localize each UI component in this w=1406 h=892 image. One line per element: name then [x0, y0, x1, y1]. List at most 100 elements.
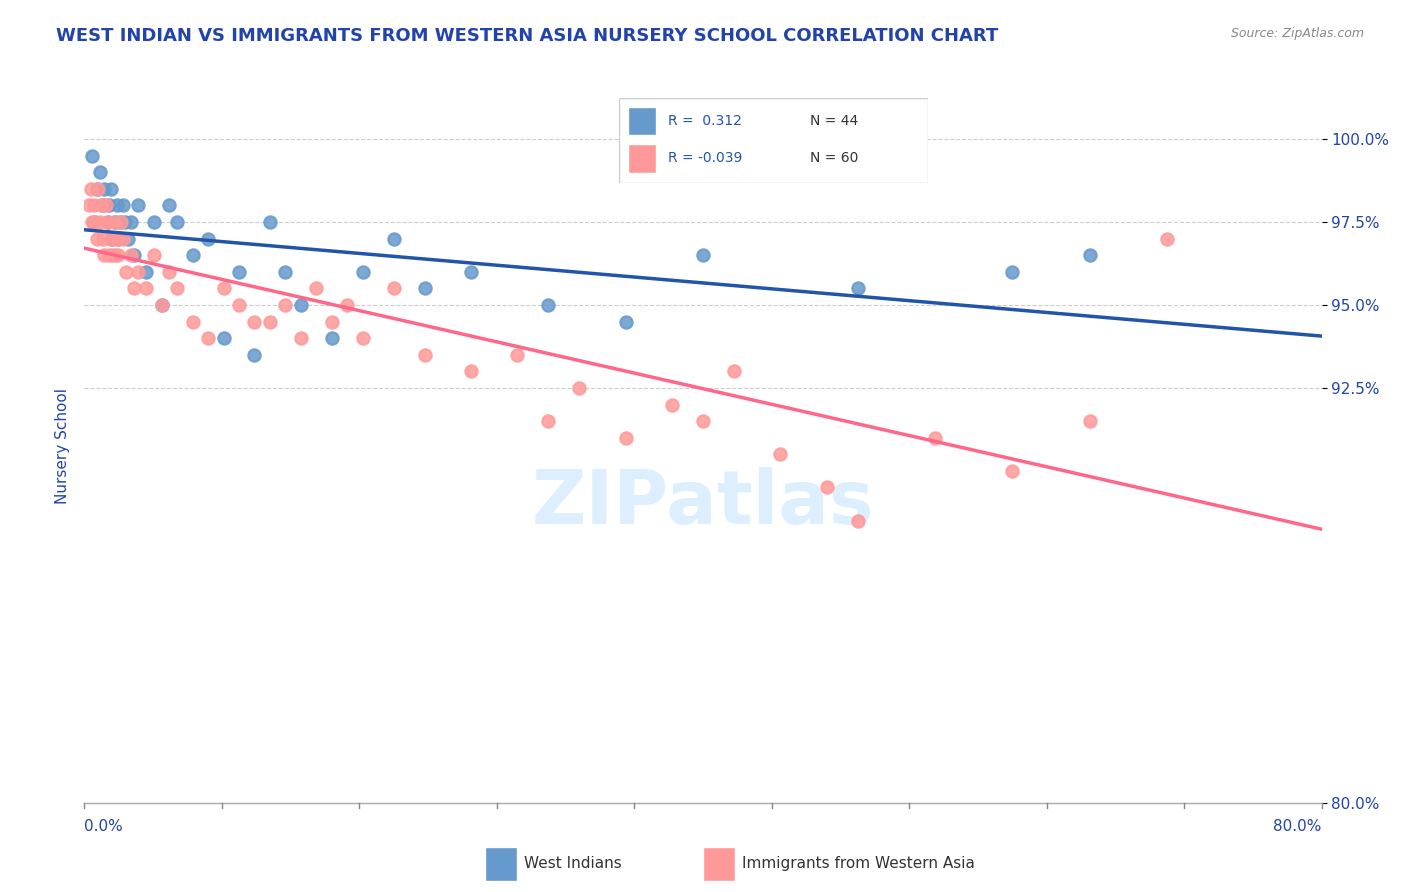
Point — [243, 348, 266, 362]
Point — [103, 215, 125, 229]
Point — [243, 314, 266, 328]
Point — [82, 148, 104, 162]
Point — [96, 215, 118, 229]
Text: R = -0.039: R = -0.039 — [668, 152, 742, 165]
Point — [83, 215, 105, 229]
Point — [79, 182, 101, 196]
Text: R =  0.312: R = 0.312 — [668, 114, 742, 128]
Point — [94, 198, 117, 212]
Point — [723, 364, 745, 378]
Point — [127, 265, 149, 279]
Point — [107, 231, 129, 245]
Point — [84, 215, 107, 229]
Point — [413, 281, 436, 295]
Point — [122, 281, 145, 295]
Point — [86, 182, 108, 196]
Point — [150, 298, 173, 312]
Point — [305, 281, 328, 295]
Text: 80.0%: 80.0% — [1274, 820, 1322, 834]
Point — [100, 231, 122, 245]
Point — [1078, 414, 1101, 428]
Point — [112, 198, 135, 212]
Point — [159, 198, 180, 212]
Point — [135, 281, 157, 295]
Text: Immigrants from Western Asia: Immigrants from Western Asia — [742, 855, 974, 871]
Point — [692, 414, 714, 428]
Point — [815, 481, 838, 495]
Point — [104, 248, 127, 262]
Point — [692, 248, 714, 262]
Point — [114, 215, 136, 229]
Text: WEST INDIAN VS IMMIGRANTS FROM WESTERN ASIA NURSERY SCHOOL CORRELATION CHART: WEST INDIAN VS IMMIGRANTS FROM WESTERN A… — [56, 27, 998, 45]
Point — [568, 381, 591, 395]
Point — [104, 215, 127, 229]
Y-axis label: Nursery School: Nursery School — [55, 388, 70, 504]
FancyBboxPatch shape — [628, 107, 655, 136]
Point — [105, 198, 128, 212]
Text: N = 60: N = 60 — [810, 152, 859, 165]
Point — [101, 248, 124, 262]
Point — [101, 231, 124, 245]
Point — [259, 314, 281, 328]
Point — [166, 281, 188, 295]
Point — [127, 198, 149, 212]
Point — [274, 298, 297, 312]
Point — [112, 231, 135, 245]
Point — [83, 198, 105, 212]
Point — [120, 215, 142, 229]
Point — [846, 281, 869, 295]
Point — [197, 331, 219, 345]
Point — [769, 447, 792, 461]
Point — [122, 248, 145, 262]
Point — [87, 182, 110, 196]
Point — [89, 215, 111, 229]
Point — [460, 364, 482, 378]
FancyBboxPatch shape — [628, 144, 655, 173]
Point — [86, 231, 108, 245]
Text: ZIPatlas: ZIPatlas — [531, 467, 875, 540]
Point — [181, 314, 204, 328]
Point — [107, 248, 129, 262]
Point — [89, 165, 111, 179]
Point — [506, 348, 529, 362]
Point — [159, 265, 180, 279]
Point — [135, 265, 157, 279]
Point — [98, 198, 121, 212]
Point — [100, 182, 122, 196]
Point — [197, 231, 219, 245]
Point — [77, 198, 100, 212]
Point — [115, 265, 138, 279]
Point — [321, 331, 343, 345]
FancyBboxPatch shape — [485, 847, 517, 881]
Point — [413, 348, 436, 362]
Point — [166, 215, 188, 229]
Text: N = 44: N = 44 — [810, 114, 859, 128]
Point — [150, 298, 173, 312]
Point — [105, 231, 128, 245]
Point — [96, 215, 118, 229]
Point — [98, 248, 121, 262]
Point — [274, 265, 297, 279]
Point — [846, 514, 869, 528]
Point — [212, 281, 235, 295]
Text: West Indians: West Indians — [524, 855, 621, 871]
Point — [212, 331, 235, 345]
Point — [117, 231, 139, 245]
Point — [290, 331, 312, 345]
Point — [143, 248, 166, 262]
Point — [352, 331, 374, 345]
Point — [661, 397, 683, 411]
Point — [537, 414, 560, 428]
Point — [1156, 231, 1178, 245]
Point — [91, 198, 114, 212]
Point — [614, 431, 637, 445]
Point — [321, 314, 343, 328]
Point — [537, 298, 560, 312]
Text: 0.0%: 0.0% — [84, 820, 124, 834]
Point — [228, 265, 250, 279]
Point — [382, 231, 405, 245]
Point — [93, 182, 115, 196]
Point — [108, 215, 131, 229]
Text: Source: ZipAtlas.com: Source: ZipAtlas.com — [1230, 27, 1364, 40]
Point — [93, 248, 115, 262]
